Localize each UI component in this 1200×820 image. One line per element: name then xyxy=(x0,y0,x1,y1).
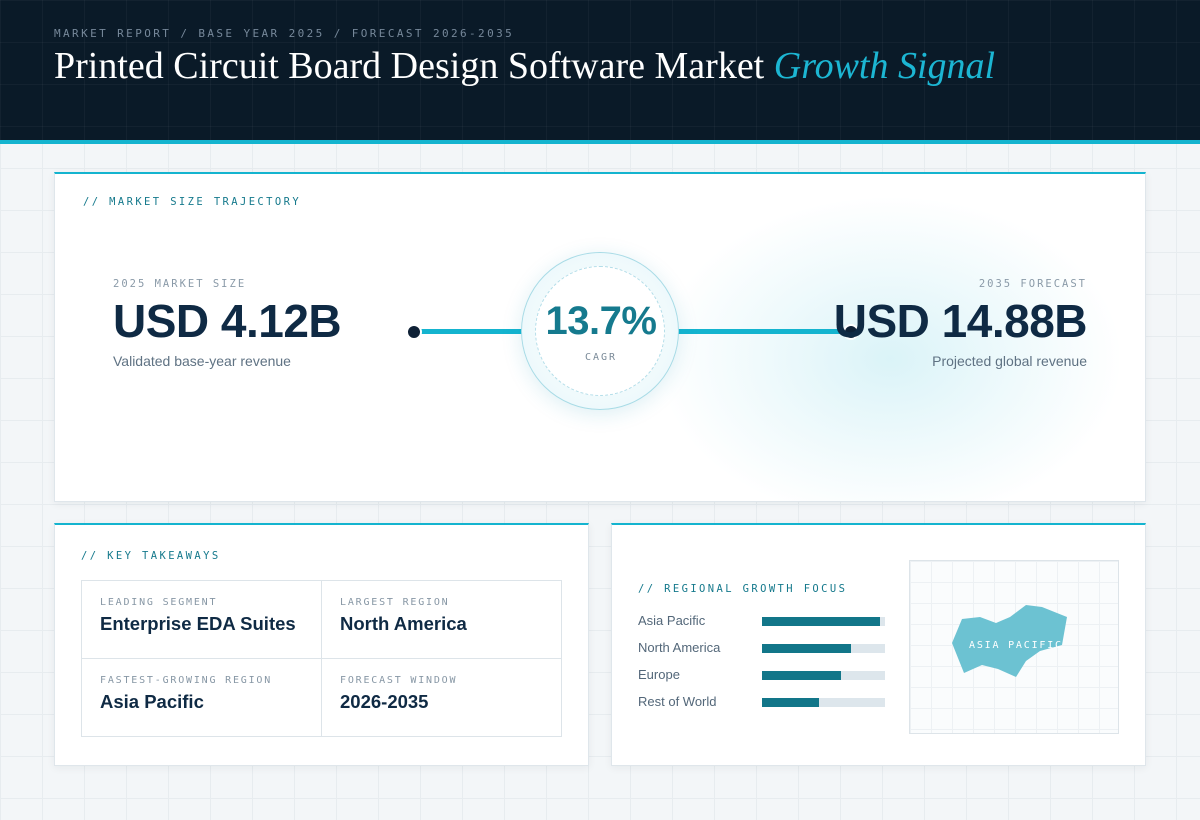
end-caption: Projected global revenue xyxy=(932,353,1087,369)
title-accent: Growth Signal xyxy=(773,45,996,87)
cagr-badge: 13.7% CAGR xyxy=(521,252,679,410)
region-map: ASIA PACIFIC xyxy=(909,560,1119,734)
takeaways-grid: LEADING SEGMENT Enterprise EDA Suites LA… xyxy=(81,580,562,737)
region-name: North America xyxy=(638,640,721,655)
map-region-label: ASIA PACIFIC xyxy=(969,640,1063,651)
region-bar-row: Europe xyxy=(638,667,888,683)
takeaway-label: FORECAST WINDOW xyxy=(340,675,458,686)
takeaway-leading-segment: LEADING SEGMENT Enterprise EDA Suites xyxy=(82,581,322,659)
section-label-regional: // REGIONAL GROWTH FOCUS xyxy=(638,583,848,595)
key-takeaways-card: // KEY TAKEAWAYS LEADING SEGMENT Enterpr… xyxy=(54,523,589,766)
region-bar-fill xyxy=(762,617,881,626)
cagr-label: CAGR xyxy=(584,352,618,363)
takeaway-forecast-window: FORECAST WINDOW 2026-2035 xyxy=(322,659,562,736)
region-bar-row: Asia Pacific xyxy=(638,613,888,629)
start-value: USD 4.12B xyxy=(113,295,342,347)
background-glow xyxy=(655,194,1125,501)
start-caption: Validated base-year revenue xyxy=(113,353,291,369)
asia-pacific-map-shape xyxy=(952,605,1067,677)
takeaway-largest-region: LARGEST REGION North America xyxy=(322,581,562,659)
start-dot xyxy=(406,324,422,340)
takeaway-value: Enterprise EDA Suites xyxy=(100,613,296,634)
regional-growth-card: // REGIONAL GROWTH FOCUS Asia Pacific No… xyxy=(611,523,1146,766)
end-dot xyxy=(843,324,859,340)
takeaway-label: LEADING SEGMENT xyxy=(100,597,218,608)
region-bar-fill xyxy=(762,644,851,653)
takeaway-label: FASTEST-GROWING REGION xyxy=(100,675,273,686)
region-name: Europe xyxy=(638,667,680,682)
region-bar-fill xyxy=(762,698,819,707)
takeaway-value: North America xyxy=(340,613,467,634)
region-bar-track xyxy=(762,698,885,707)
section-label-takeaways: // KEY TAKEAWAYS xyxy=(81,550,221,562)
report-eyebrow: MARKET REPORT / BASE YEAR 2025 / FORECAS… xyxy=(54,27,515,40)
region-bar-track xyxy=(762,671,885,680)
region-bar-row: Rest of World xyxy=(638,694,888,710)
takeaway-label: LARGEST REGION xyxy=(340,597,450,608)
end-value: USD 14.88B xyxy=(833,295,1088,347)
market-size-card: // MARKET SIZE TRAJECTORY 2025 MARKET SI… xyxy=(54,172,1146,502)
region-name: Rest of World xyxy=(638,694,717,709)
cagr-value: 13.7% xyxy=(545,299,657,343)
page-title: Printed Circuit Board Design Software Ma… xyxy=(54,44,995,88)
takeaway-fastest-growing-region: FASTEST-GROWING REGION Asia Pacific xyxy=(82,659,322,736)
title-main: Printed Circuit Board Design Software Ma… xyxy=(54,45,765,87)
region-bar-track xyxy=(762,617,885,626)
region-bar-track xyxy=(762,644,885,653)
start-label: 2025 MARKET SIZE xyxy=(113,278,247,290)
takeaway-value: Asia Pacific xyxy=(100,691,204,712)
region-bar-row: North America xyxy=(638,640,888,656)
section-label-trajectory: // MARKET SIZE TRAJECTORY xyxy=(83,196,302,208)
cagr-inner-ring: 13.7% CAGR xyxy=(535,266,665,396)
region-bar-fill xyxy=(762,671,841,680)
report-header: MARKET REPORT / BASE YEAR 2025 / FORECAS… xyxy=(0,0,1200,144)
takeaway-value: 2026-2035 xyxy=(340,691,429,712)
region-name: Asia Pacific xyxy=(638,613,706,628)
end-label: 2035 FORECAST xyxy=(978,278,1087,290)
